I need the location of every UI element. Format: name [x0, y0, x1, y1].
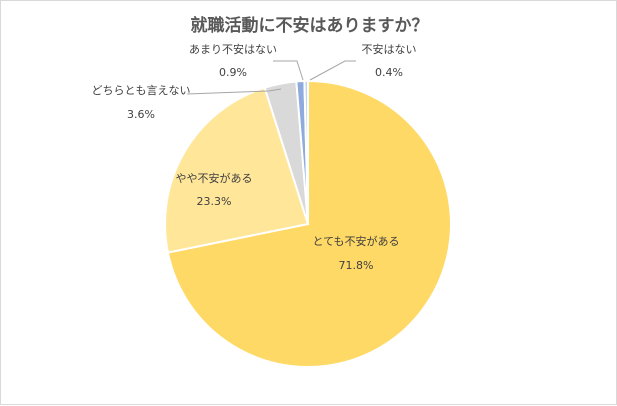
slice-label-3: あまり不安はない	[189, 42, 277, 56]
leader-line-4	[309, 60, 356, 81]
slice-label-0: とても不安がある	[312, 234, 399, 248]
pie-slice-4	[303, 79, 309, 225]
slice-percent-3: 0.9%	[219, 66, 247, 79]
pie-slice-0	[166, 79, 452, 368]
slice-label-2: どちらとも言えない	[92, 84, 191, 97]
pie-slice-1	[163, 86, 310, 254]
chart-title: 就職活動に不安はありますか？	[190, 16, 429, 36]
slice-percent-1: 23.3%	[197, 195, 232, 208]
slice-percent-0: 71.8%	[339, 259, 374, 272]
leader-line-2	[186, 88, 282, 95]
slice-percent-2: 3.6%	[127, 108, 155, 121]
leader-line-3	[273, 60, 304, 81]
slice-label-1: やや不安がある	[176, 171, 253, 185]
slice-label-4: 不安はない	[362, 42, 417, 56]
slice-percent-4: 0.4%	[375, 66, 403, 79]
